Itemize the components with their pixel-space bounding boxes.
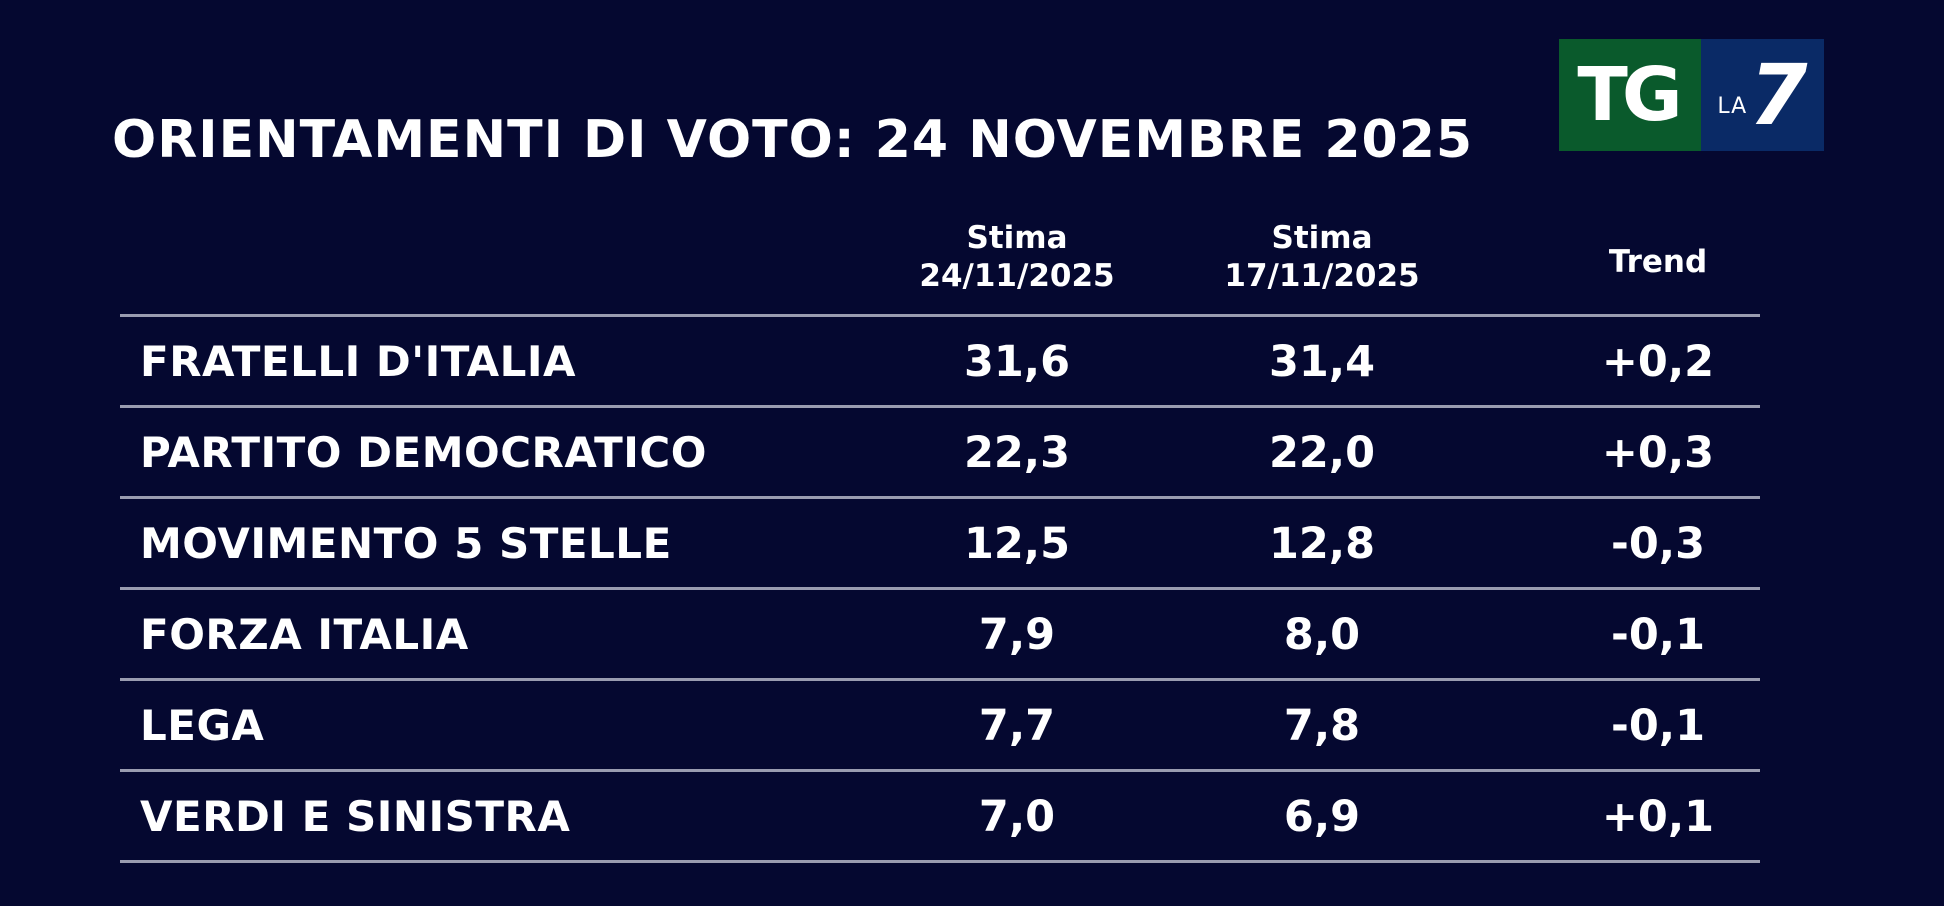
table-row: MOVIMENTO 5 STELLE 12,5 12,8 -0,3 xyxy=(120,499,1760,587)
logo-tg-text: TG xyxy=(1577,52,1682,138)
previous-estimate: 6,9 xyxy=(1283,792,1361,842)
tg-la7-logo: TG LA 7 xyxy=(1559,39,1824,151)
table-header-row: Stima 24/11/2025 Stima 17/11/2025 Trend xyxy=(120,216,1760,314)
trend-value: +0,2 xyxy=(1601,337,1715,387)
current-estimate: 22,3 xyxy=(963,428,1071,478)
current-estimate: 31,6 xyxy=(963,337,1071,387)
party-name: FORZA ITALIA xyxy=(140,610,469,659)
column-header-date: 24/11/2025 xyxy=(919,258,1115,294)
poll-table: Stima 24/11/2025 Stima 17/11/2025 Trend … xyxy=(120,216,1760,863)
column-header-label: Stima xyxy=(1271,220,1373,256)
party-name: VERDI E SINISTRA xyxy=(140,792,571,841)
party-name: MOVIMENTO 5 STELLE xyxy=(140,519,672,568)
trend-value: +0,3 xyxy=(1601,428,1715,478)
table-row: VERDI E SINISTRA 7,0 6,9 +0,1 xyxy=(120,772,1760,860)
row-divider xyxy=(120,678,1760,681)
previous-estimate: 7,8 xyxy=(1283,701,1361,751)
table-row: FORZA ITALIA 7,9 8,0 -0,1 xyxy=(120,590,1760,678)
previous-estimate: 22,0 xyxy=(1268,428,1376,478)
row-divider xyxy=(120,587,1760,590)
row-divider xyxy=(120,860,1760,863)
column-header-label: Stima xyxy=(966,220,1068,256)
column-header-label: Trend xyxy=(1608,244,1708,280)
row-divider xyxy=(120,314,1760,317)
column-header-previous-estimate: Stima 17/11/2025 xyxy=(1182,219,1462,295)
party-name: FRATELLI D'ITALIA xyxy=(140,337,577,386)
current-estimate: 7,7 xyxy=(978,701,1056,751)
table-row: LEGA 7,7 7,8 -0,1 xyxy=(120,681,1760,769)
logo-la7-block: LA 7 xyxy=(1701,39,1824,151)
trend-value: +0,1 xyxy=(1601,792,1715,842)
table-row: FRATELLI D'ITALIA 31,6 31,4 +0,2 xyxy=(120,317,1760,405)
page-title: ORIENTAMENTI DI VOTO: 24 NOVEMBRE 2025 xyxy=(112,110,1474,170)
row-divider xyxy=(120,769,1760,772)
previous-estimate: 31,4 xyxy=(1268,337,1376,387)
current-estimate: 7,0 xyxy=(978,792,1056,842)
logo-la-text: LA xyxy=(1717,93,1748,119)
trend-value: -0,1 xyxy=(1610,701,1706,751)
previous-estimate: 12,8 xyxy=(1268,519,1376,569)
current-estimate: 12,5 xyxy=(963,519,1071,569)
logo-tg-block: TG xyxy=(1559,39,1701,151)
previous-estimate: 8,0 xyxy=(1283,610,1361,660)
logo-seven-text: 7 xyxy=(1749,46,1808,144)
trend-value: -0,1 xyxy=(1610,610,1706,660)
column-header-trend: Trend xyxy=(1568,243,1748,281)
current-estimate: 7,9 xyxy=(978,610,1056,660)
row-divider xyxy=(120,405,1760,408)
row-divider xyxy=(120,496,1760,499)
party-name: LEGA xyxy=(140,701,265,750)
column-header-date: 17/11/2025 xyxy=(1224,258,1420,294)
trend-value: -0,3 xyxy=(1610,519,1706,569)
table-row: PARTITO DEMOCRATICO 22,3 22,0 +0,3 xyxy=(120,408,1760,496)
column-header-current-estimate: Stima 24/11/2025 xyxy=(877,219,1157,295)
party-name: PARTITO DEMOCRATICO xyxy=(140,428,707,477)
